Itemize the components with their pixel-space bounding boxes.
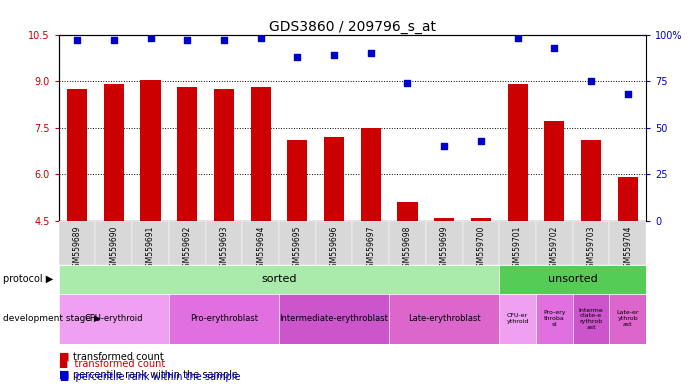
Text: ■: ■ [59, 352, 69, 362]
Bar [426, 221, 462, 265]
Bar [581, 140, 601, 221]
Text: GSM559695: GSM559695 [293, 225, 302, 272]
Text: GSM559698: GSM559698 [403, 225, 412, 271]
Bar [507, 84, 528, 221]
Text: Pro-erythroblast: Pro-erythroblast [190, 314, 258, 323]
Bar [545, 121, 565, 221]
Bar [279, 294, 389, 344]
Point [218, 37, 229, 43]
Bar [95, 221, 132, 265]
Text: ■  transformed count: ■ transformed count [59, 359, 165, 369]
Bar [352, 221, 389, 265]
Bar [316, 221, 352, 265]
Bar [618, 177, 638, 221]
Text: GSM559692: GSM559692 [182, 225, 191, 271]
Text: Pro-ery
throba
st: Pro-ery throba st [543, 310, 565, 327]
Text: Interme
diate-e
rythrob
ast: Interme diate-e rythrob ast [578, 308, 603, 330]
Bar [471, 218, 491, 221]
Bar [59, 294, 169, 344]
Text: protocol ▶: protocol ▶ [3, 274, 54, 285]
Point [108, 37, 120, 43]
Bar [287, 140, 307, 221]
Bar [214, 89, 234, 221]
Bar [169, 294, 279, 344]
Bar [251, 87, 271, 221]
Bar [243, 221, 279, 265]
Bar [609, 221, 646, 265]
Text: Late-er
ythrob
ast: Late-er ythrob ast [616, 310, 639, 327]
Bar [389, 221, 426, 265]
Bar [389, 294, 499, 344]
Bar [279, 221, 316, 265]
Point [585, 78, 596, 84]
Text: Intermediate-erythroblast: Intermediate-erythroblast [280, 314, 388, 323]
Point [255, 35, 266, 41]
Text: CFU-erythroid: CFU-erythroid [84, 314, 143, 323]
Text: ■  percentile rank within the sample: ■ percentile rank within the sample [60, 372, 240, 382]
Text: GSM559690: GSM559690 [109, 225, 118, 272]
Bar [573, 221, 609, 265]
Text: GSM559691: GSM559691 [146, 225, 155, 271]
Text: development stage ▶: development stage ▶ [3, 314, 101, 323]
Point [182, 37, 193, 43]
Bar [206, 221, 243, 265]
Point [145, 35, 156, 41]
Text: percentile rank within the sample: percentile rank within the sample [73, 370, 238, 380]
Bar [462, 221, 499, 265]
Text: Late-erythroblast: Late-erythroblast [408, 314, 480, 323]
Point [72, 37, 83, 43]
Text: GSM559694: GSM559694 [256, 225, 265, 272]
Bar [499, 294, 536, 344]
Text: GSM559701: GSM559701 [513, 225, 522, 271]
Bar [132, 221, 169, 265]
Text: GSM559696: GSM559696 [330, 225, 339, 272]
Text: CFU-er
ythroid: CFU-er ythroid [507, 313, 529, 324]
Bar [140, 79, 160, 221]
Bar [177, 87, 198, 221]
Point [439, 143, 450, 149]
Point [512, 35, 523, 41]
Bar [609, 294, 646, 344]
Point [549, 45, 560, 51]
Bar [397, 202, 417, 221]
Bar [573, 294, 609, 344]
Text: transformed count: transformed count [73, 352, 163, 362]
Text: GSM559700: GSM559700 [476, 225, 485, 272]
Bar [67, 89, 87, 221]
Text: ■: ■ [59, 370, 69, 380]
Text: GSM559699: GSM559699 [439, 225, 448, 272]
Bar [361, 128, 381, 221]
Point [328, 52, 339, 58]
Bar [499, 221, 536, 265]
Text: GSM559702: GSM559702 [550, 225, 559, 271]
Text: GSM559689: GSM559689 [73, 225, 82, 271]
Point [292, 54, 303, 60]
Text: GSM559703: GSM559703 [587, 225, 596, 272]
Bar [536, 294, 573, 344]
Point [475, 137, 486, 144]
Point [402, 80, 413, 86]
Bar [59, 265, 499, 294]
Bar [499, 265, 646, 294]
Bar [536, 221, 573, 265]
Point [622, 91, 633, 97]
Text: GSM559704: GSM559704 [623, 225, 632, 272]
Title: GDS3860 / 209796_s_at: GDS3860 / 209796_s_at [269, 20, 436, 33]
Text: unsorted: unsorted [548, 274, 598, 285]
Bar [59, 221, 95, 265]
Point [366, 50, 377, 56]
Text: sorted: sorted [261, 274, 296, 285]
Bar [434, 218, 454, 221]
Bar [104, 84, 124, 221]
Text: GSM559693: GSM559693 [220, 225, 229, 272]
Bar [324, 137, 344, 221]
Bar [169, 221, 206, 265]
Text: GSM559697: GSM559697 [366, 225, 375, 272]
